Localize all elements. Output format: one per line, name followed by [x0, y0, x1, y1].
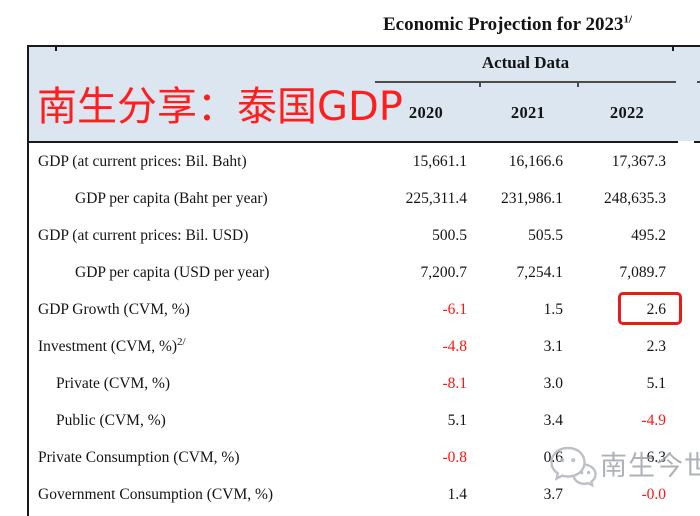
cell-2020: 5.1	[447, 412, 467, 429]
chat-bubble-faces-icon	[550, 446, 597, 488]
column-header-2020: 2020	[408, 103, 444, 122]
cell-2021: 3.4	[543, 412, 563, 429]
cell-2020: 225,311.4	[405, 190, 467, 207]
cell-2020: -4.8	[442, 338, 467, 355]
row-label: GDP (at current prices: Bil. Baht)	[38, 153, 247, 170]
table-top-border	[27, 45, 700, 47]
column-header-2021: 2021	[510, 103, 546, 122]
cell-2020: -6.1	[442, 301, 467, 318]
table-row: GDP (at current prices: Bil. Baht) 15,66…	[0, 143, 700, 180]
watermark: 南生今世说	[548, 444, 700, 490]
cell-2022: 17,367.3	[611, 153, 666, 170]
cell-2021: 505.5	[528, 227, 563, 244]
cell-2022: 7,089.7	[619, 264, 667, 281]
row-label: Private (CVM, %)	[56, 375, 171, 392]
group-header-underline	[375, 81, 676, 83]
banner-overlay-text: 南生分享：泰国GDP	[37, 84, 403, 130]
watermark-text: 南生今世说	[600, 451, 700, 482]
cell-2022: 248,635.3	[604, 190, 666, 207]
table-row: Government Consumption (CVM, %) 1.4 3.7 …	[0, 476, 700, 513]
cell-2020: 500.5	[432, 227, 467, 244]
cell-2021: 231,986.1	[501, 190, 563, 207]
cell-2021: 3.0	[543, 375, 563, 392]
cell-2021: 3.7	[543, 486, 563, 503]
row-label: GDP per capita (Baht per year)	[75, 190, 268, 207]
cell-2020: 7,200.7	[420, 264, 468, 281]
column-divider-tick	[479, 81, 481, 87]
table-header-background	[28, 46, 700, 141]
group-header-underline-segment	[697, 81, 700, 83]
row-label: GDP (at current prices: Bil. USD)	[38, 227, 249, 244]
cell-2022: 495.2	[631, 227, 666, 244]
table-left-border	[27, 45, 29, 516]
cell-2020: -0.8	[442, 449, 467, 466]
column-header-2022: 2022	[609, 103, 645, 122]
row-label: GDP per capita (USD per year)	[75, 264, 270, 281]
cell-2022: -4.9	[641, 412, 666, 429]
cell-2022: -0.0	[641, 486, 666, 503]
column-tick	[672, 47, 674, 51]
cell-2022: 5.1	[646, 375, 666, 392]
cell-2020: -8.1	[442, 375, 467, 392]
column-divider-tick	[577, 81, 579, 87]
row-label: Public (CVM, %)	[56, 412, 166, 429]
table-row: Private Consumption (CVM, %) -0.8 0.6 6.…	[0, 439, 700, 476]
group-header-actual-data: Actual Data	[481, 53, 570, 72]
table-row: Private (CVM, %) -8.1 3.0 5.1	[0, 365, 700, 402]
cell-2022: 6.3	[646, 449, 666, 466]
cell-2021: 3.1	[543, 338, 563, 355]
table-row: GDP Growth (CVM, %) -6.1 1.5 2.6	[0, 291, 700, 328]
column-tick	[55, 47, 57, 51]
cell-2021: 7,254.1	[516, 264, 564, 281]
cell-2020: 1.4	[447, 486, 467, 503]
row-footnote-mark: 2/	[177, 335, 186, 348]
title-footnote-mark: 1/	[623, 13, 633, 26]
cell-2020: 15,661.1	[412, 153, 467, 170]
row-label: Investment (CVM, %)2/	[38, 335, 186, 355]
table-row: GDP per capita (Baht per year) 225,311.4…	[0, 180, 700, 217]
table-row: Public (CVM, %) 5.1 3.4 -4.9	[0, 402, 700, 439]
row-label: Government Consumption (CVM, %)	[38, 486, 274, 503]
cell-2022: 2.3	[646, 338, 666, 355]
cell-2021: 1.5	[543, 301, 563, 318]
highlight-box	[618, 292, 682, 325]
page-title: Economic Projection for 20231/	[383, 14, 632, 36]
table-row: GDP per capita (USD per year) 7,200.7 7,…	[0, 254, 700, 291]
page-title-text: Economic Projection for 2023	[383, 14, 624, 35]
header-bottom-border-segment	[694, 141, 700, 143]
cell-2021: 16,166.6	[508, 153, 563, 170]
row-label: Private Consumption (CVM, %)	[38, 449, 240, 466]
table-body: GDP (at current prices: Bil. Baht) 15,66…	[0, 143, 700, 513]
header-bottom-border	[27, 141, 678, 143]
row-label: GDP Growth (CVM, %)	[38, 301, 190, 318]
table-row: GDP (at current prices: Bil. USD) 500.5 …	[0, 217, 700, 254]
table-row: Investment (CVM, %)2/ -4.8 3.1 2.3	[0, 328, 700, 365]
cell-2022-highlighted: 2.6	[646, 301, 666, 318]
